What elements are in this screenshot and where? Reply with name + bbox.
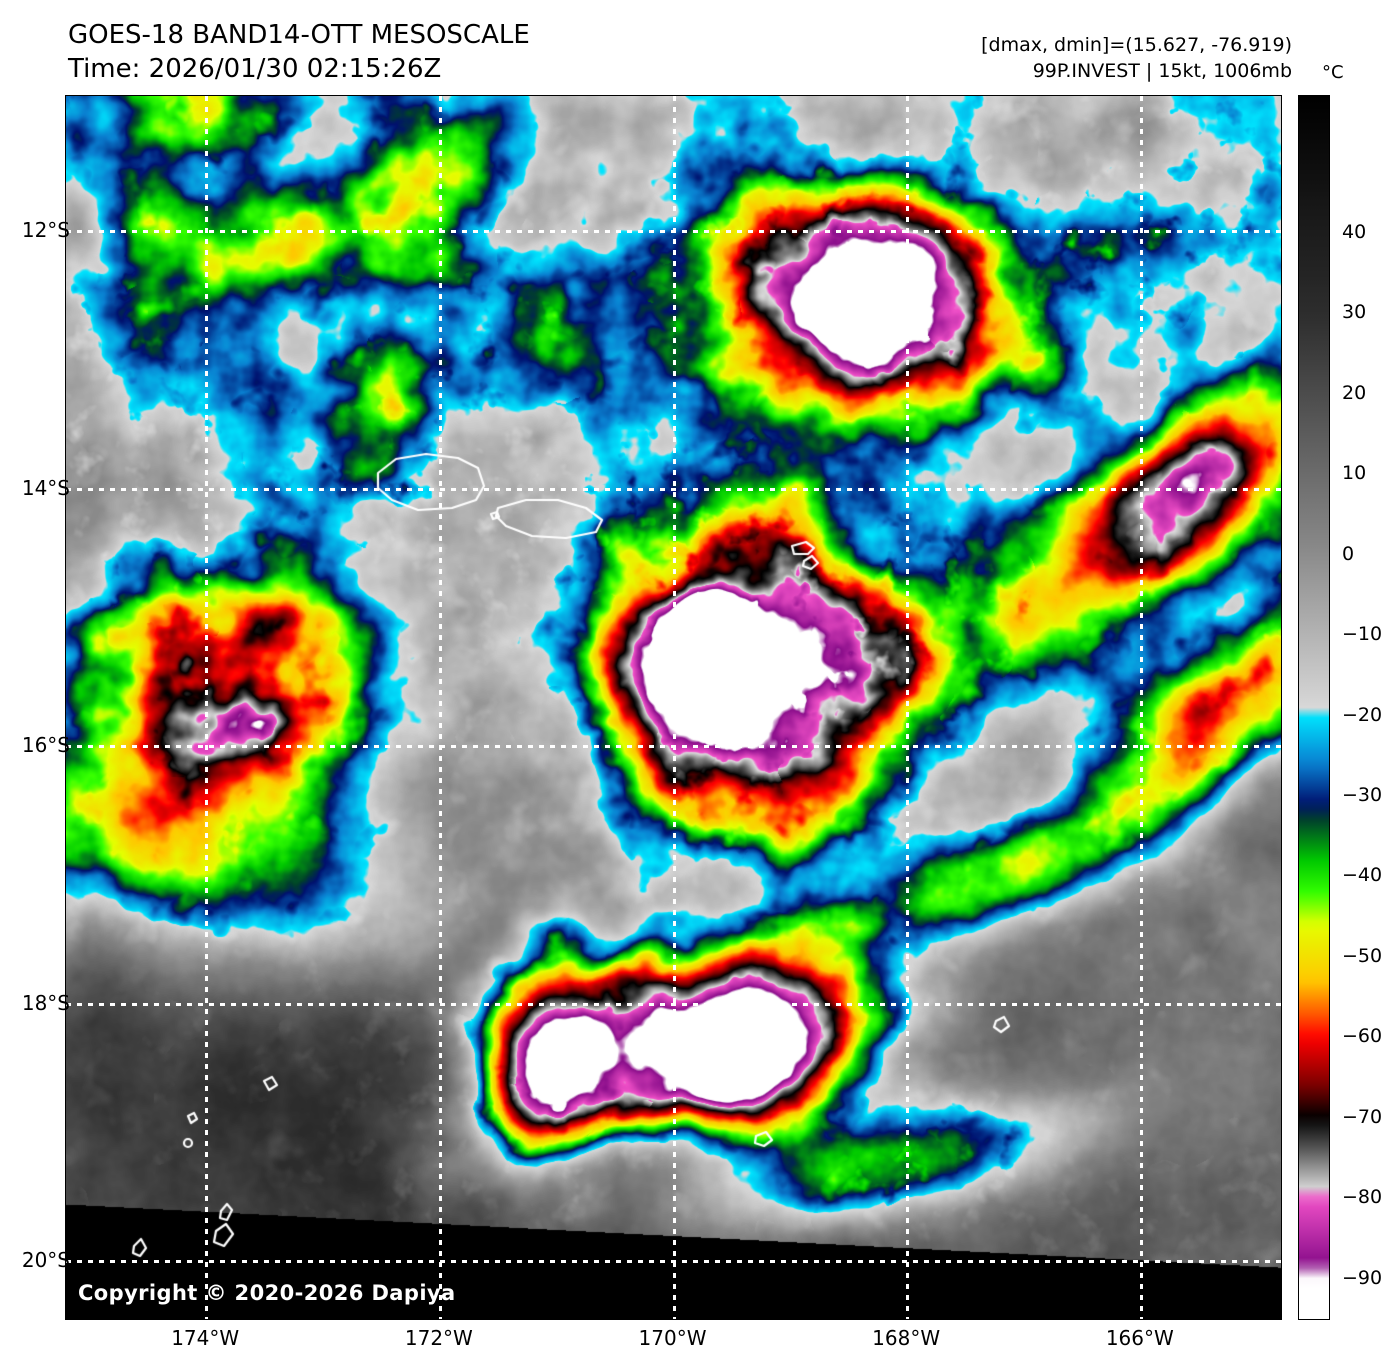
colorbar-gradient: [1299, 96, 1329, 1319]
y-axis-tick-14°S: 14°S: [21, 475, 70, 500]
colorbar-tick--90: −90: [1342, 1266, 1383, 1289]
x-axis-tick-170°W: 170°W: [638, 1326, 707, 1350]
y-axis-tick-12°S: 12°S: [21, 218, 70, 243]
y-axis-tick-18°S: 18°S: [21, 990, 70, 1015]
page-title: GOES-18 BAND14-OTT MESOSCALE Time: 2026/…: [68, 18, 530, 86]
colorbar-tick--20: −20: [1342, 703, 1383, 726]
colorbar-tick--70: −70: [1342, 1105, 1383, 1128]
infrared-imagery-canvas: [66, 96, 1281, 1319]
copyright-label: Copyright © 2020-2026 Dapiya: [78, 1281, 456, 1305]
colorbar: [1298, 95, 1330, 1320]
timestamp-label: Time: 2026/01/30 02:15:26Z: [68, 54, 442, 84]
x-axis-tick-172°W: 172°W: [404, 1326, 473, 1350]
y-axis-tick-16°S: 16°S: [21, 733, 70, 758]
colorbar-tick-0: 0: [1342, 542, 1355, 565]
colorbar-tick--10: −10: [1342, 623, 1383, 646]
x-axis-tick-166°W: 166°W: [1105, 1326, 1174, 1350]
colorbar-tick-20: 20: [1342, 381, 1367, 404]
colorbar-unit-label: °C: [1322, 62, 1344, 83]
x-axis-tick-174°W: 174°W: [171, 1326, 240, 1350]
y-axis-tick-20°S: 20°S: [21, 1248, 70, 1273]
satellite-title: GOES-18 BAND14-OTT MESOSCALE: [68, 20, 530, 50]
dmax-dmin-label: [dmax, dmin]=(15.627, -76.919): [981, 34, 1292, 56]
colorbar-tick--50: −50: [1342, 944, 1383, 967]
x-axis-tick-168°W: 168°W: [872, 1326, 941, 1350]
colorbar-tick-10: 10: [1342, 462, 1367, 485]
colorbar-tick-40: 40: [1342, 220, 1367, 243]
colorbar-tick-30: 30: [1342, 301, 1367, 324]
colorbar-tick--30: −30: [1342, 784, 1383, 806]
colorbar-tick--60: −60: [1342, 1025, 1383, 1048]
metadata-block: [dmax, dmin]=(15.627, -76.919) 99P.INVES…: [981, 32, 1292, 84]
storm-info-label: 99P.INVEST | 15kt, 1006mb: [1032, 60, 1292, 82]
colorbar-tick--80: −80: [1342, 1186, 1383, 1209]
colorbar-tick--40: −40: [1342, 864, 1383, 887]
satellite-image-plot[interactable]: Copyright © 2020-2026 Dapiya: [65, 95, 1282, 1320]
